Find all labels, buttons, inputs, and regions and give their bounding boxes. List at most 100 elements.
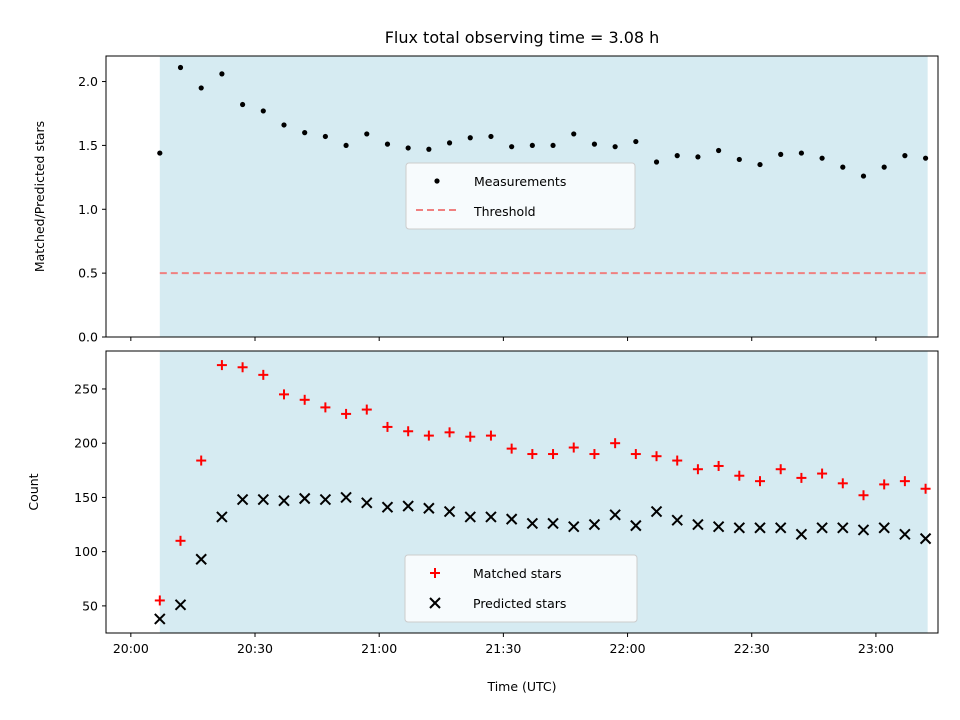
measurement-point — [239, 101, 246, 108]
matched-point — [755, 476, 766, 487]
measurement-point — [819, 155, 825, 161]
x-tick-label: 21:30 — [485, 641, 521, 656]
predicted-point — [733, 522, 746, 534]
predicted-point-b — [630, 519, 642, 532]
matched-point — [858, 490, 869, 501]
predicted-point — [630, 519, 642, 532]
measurement-point — [467, 135, 473, 141]
predicted-point-b — [402, 500, 414, 512]
predicted-point — [464, 511, 476, 523]
predicted-point — [154, 613, 166, 625]
matched-point — [403, 426, 414, 437]
top-legend-box — [405, 162, 636, 230]
measurement-point — [302, 130, 308, 136]
measurement-point — [157, 150, 163, 156]
x-tick-label: 21:00 — [361, 641, 397, 656]
x-tick-label: 20:00 — [113, 641, 149, 656]
predicted-point — [878, 522, 890, 534]
measurement-point — [426, 146, 432, 152]
predicted-point — [340, 491, 352, 504]
matched-point — [899, 476, 910, 487]
matched-point — [485, 430, 496, 441]
bottom-y-tick-label: 250 — [74, 381, 98, 396]
matched-point — [320, 402, 331, 413]
matched-point — [568, 442, 579, 453]
matched-point — [506, 443, 517, 454]
bottom-y-tick-label: 200 — [74, 436, 98, 451]
predicted-point — [423, 502, 435, 514]
predicted-point-b — [609, 509, 621, 521]
predicted-point — [216, 511, 228, 523]
predicted-point-b — [526, 517, 539, 530]
matched-point — [465, 431, 476, 442]
matched-point — [154, 595, 165, 606]
predicted-point — [547, 517, 559, 530]
predicted-point-b — [712, 521, 725, 533]
predicted-point — [485, 511, 497, 523]
matched-point — [589, 449, 600, 460]
predicted-point — [236, 493, 249, 506]
predicted-point — [402, 500, 414, 512]
matched-point — [817, 468, 828, 479]
legend-marker-matched — [430, 568, 440, 578]
predicted-point-b — [754, 522, 766, 534]
measurement-point — [860, 173, 867, 179]
measurement-point — [509, 144, 515, 150]
predicted-point-b — [340, 491, 352, 504]
predicted-point-b — [547, 517, 559, 530]
top-axes-frame — [105, 55, 939, 338]
matched-point — [382, 421, 393, 432]
matched-point — [341, 408, 352, 419]
matched-point — [672, 455, 683, 466]
matched-point — [196, 455, 207, 466]
predicted-point — [298, 492, 311, 505]
measurement-point — [778, 151, 784, 157]
predicted-point-b — [236, 493, 249, 506]
predicted-point-b — [154, 613, 166, 625]
matched-point — [444, 427, 455, 438]
predicted-point — [257, 493, 270, 506]
predicted-point — [588, 518, 601, 531]
predicted-point-b — [899, 528, 911, 541]
matched-point — [258, 369, 269, 380]
measurement-point — [550, 142, 556, 149]
predicted-point — [319, 493, 332, 506]
predicted-point-b — [692, 518, 704, 531]
measurement-point — [840, 164, 846, 170]
legend-label-measurements: Measurements — [474, 174, 566, 189]
legend-label-predicted: Predicted stars — [473, 596, 566, 611]
chart-title: Flux total observing time = 3.08 h — [385, 28, 660, 47]
predicted-point-b — [505, 513, 518, 525]
predicted-point — [919, 532, 932, 545]
predicted-point-b — [443, 505, 456, 518]
measurement-point — [571, 131, 577, 137]
matched-point — [837, 478, 848, 489]
predicted-point — [795, 528, 808, 541]
bottom-legend: Matched stars Predicted stars — [404, 554, 638, 623]
predicted-point-b — [568, 521, 580, 533]
predicted-point-b — [774, 522, 787, 534]
measurement-point — [488, 133, 494, 140]
predicted-point — [505, 513, 518, 525]
predicted-point — [650, 505, 663, 518]
top-y-tick-label: 0.5 — [78, 266, 98, 281]
measurement-point — [322, 133, 328, 140]
predicted-point-b — [361, 497, 373, 509]
predicted-point — [443, 505, 456, 518]
predicted-point-b — [795, 528, 808, 541]
top-y-tick-label: 1.5 — [78, 138, 98, 153]
predicted-point — [361, 497, 373, 509]
measurement-point — [219, 71, 225, 77]
x-tick-label: 22:00 — [610, 641, 646, 656]
top-y-axis-label: Matched/Predicted stars — [32, 121, 47, 272]
predicted-point — [568, 521, 580, 533]
matched-point — [423, 430, 434, 441]
bottom-y-axis-label: Count — [26, 473, 41, 510]
x-tick-label: 20:30 — [237, 641, 273, 656]
predicted-point — [692, 518, 704, 531]
matched-point — [796, 472, 807, 483]
predicted-point-b — [423, 502, 435, 514]
matched-point — [237, 362, 248, 373]
bottom-legend-box — [404, 554, 638, 623]
